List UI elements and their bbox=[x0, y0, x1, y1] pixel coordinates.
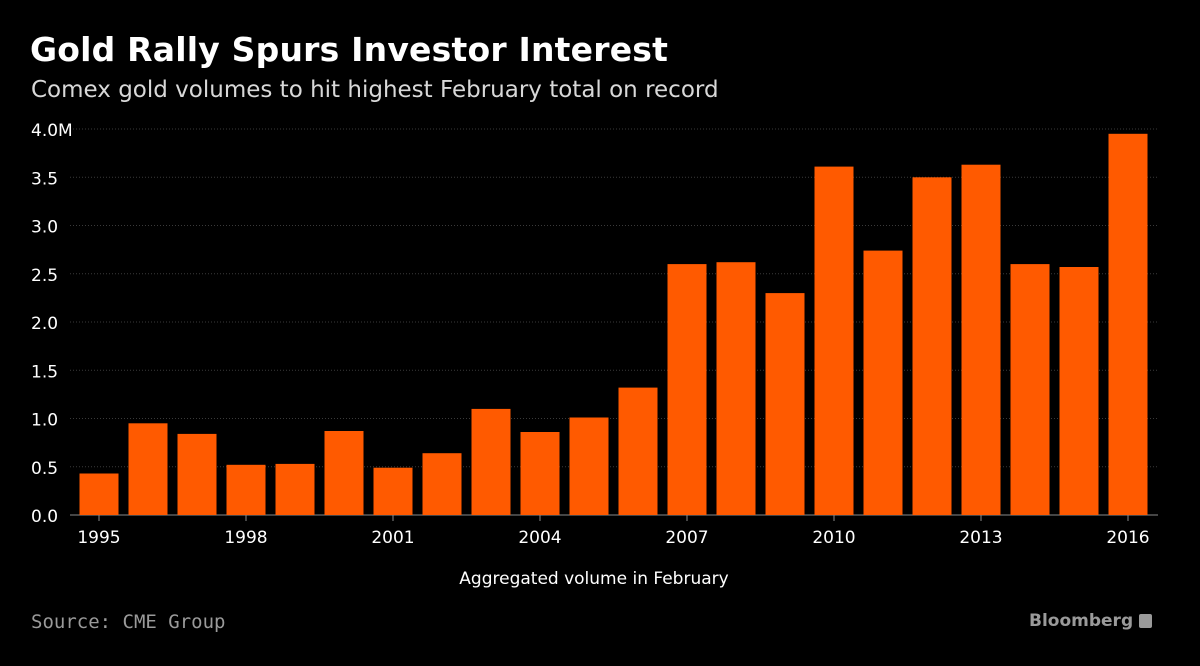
bar-2014 bbox=[1010, 264, 1050, 515]
bloomberg-logo-icon bbox=[1139, 614, 1153, 628]
bar-2003 bbox=[471, 408, 511, 515]
y-tick-label: 0.0 bbox=[31, 507, 58, 527]
x-tick-label: 2004 bbox=[518, 528, 561, 548]
y-tick-label: 0.5 bbox=[31, 459, 58, 479]
y-tick-label: 3.0 bbox=[31, 218, 58, 238]
y-axis-ticks: 0.0 0.5 1.0 1.5 2.0 2.5 3.0 3.5 4.0M bbox=[31, 121, 73, 527]
y-tick-label: 2.5 bbox=[31, 266, 58, 286]
bar-2012 bbox=[912, 177, 952, 516]
bar-2016 bbox=[1108, 133, 1148, 516]
source-note: Source: CME Group bbox=[31, 611, 226, 633]
bar-2004 bbox=[520, 432, 560, 515]
x-tick-label: 1998 bbox=[224, 528, 267, 548]
y-tick-label: 4.0M bbox=[31, 121, 73, 141]
x-tick-label: 2010 bbox=[812, 528, 855, 548]
bar-2010 bbox=[814, 166, 854, 515]
bar-2015 bbox=[1059, 267, 1099, 515]
bar-1999 bbox=[275, 463, 315, 515]
bar-2001 bbox=[373, 467, 413, 515]
x-tick-label: 2007 bbox=[665, 528, 708, 548]
y-tick-label: 3.5 bbox=[31, 169, 58, 189]
x-tick-label: 1995 bbox=[77, 528, 120, 548]
x-axis-ticks: 1995 1998 2001 2004 2007 2010 2013 2016 bbox=[77, 515, 1150, 548]
bar-2005 bbox=[569, 417, 609, 515]
bar-2006 bbox=[618, 387, 658, 515]
y-tick-label: 1.0 bbox=[31, 411, 58, 431]
bar-2007 bbox=[667, 264, 707, 515]
x-tick-label: 2013 bbox=[959, 528, 1002, 548]
bar-2008 bbox=[716, 262, 756, 515]
bar-2013 bbox=[961, 164, 1001, 515]
bar-2011 bbox=[863, 250, 903, 515]
bar-1996 bbox=[128, 423, 168, 515]
bloomberg-brand: Bloomberg bbox=[1029, 611, 1153, 631]
y-tick-label: 1.5 bbox=[31, 362, 58, 382]
bar-2000 bbox=[324, 431, 364, 515]
chart-title: Gold Rally Spurs Investor Interest bbox=[30, 30, 669, 69]
bar-2009 bbox=[765, 293, 805, 515]
bar-1995 bbox=[79, 473, 119, 515]
chart-subtitle: Comex gold volumes to hit highest Februa… bbox=[31, 77, 719, 103]
x-axis-label: Aggregated volume in February bbox=[459, 569, 728, 589]
brand-label: Bloomberg bbox=[1029, 611, 1134, 631]
bar-1997 bbox=[177, 433, 217, 515]
x-tick-label: 2016 bbox=[1106, 528, 1149, 548]
y-tick-label: 2.0 bbox=[31, 314, 58, 334]
bar-2002 bbox=[422, 453, 462, 515]
bars bbox=[79, 133, 1148, 516]
bar-1998 bbox=[226, 464, 266, 515]
x-tick-label: 2001 bbox=[371, 528, 414, 548]
